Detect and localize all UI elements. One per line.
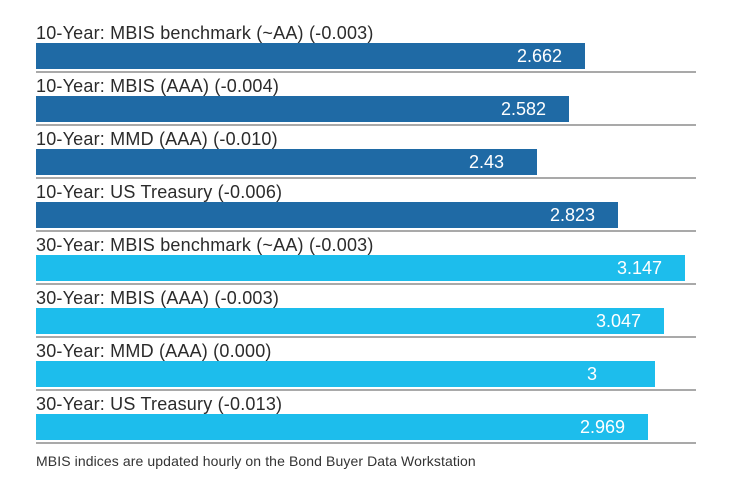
bar: 2.43	[36, 149, 537, 175]
bar-value-label: 3.147	[617, 258, 663, 278]
bar-label: 10-Year: US Treasury (-0.006)	[36, 182, 283, 202]
chart-area: 10-Year: MBIS benchmark (~AA) (-0.003) 2…	[36, 20, 696, 444]
bar: 3.147	[36, 255, 685, 281]
bar-row: 10-Year: MBIS benchmark (~AA) (-0.003) 2…	[36, 20, 696, 73]
bar-value-label: 2.662	[517, 46, 563, 66]
bar-value-label: 3.047	[596, 311, 642, 331]
separator-line	[36, 389, 696, 391]
bar-value-label: 2.969	[580, 417, 626, 437]
bar-label: 10-Year: MBIS benchmark (~AA) (-0.003)	[36, 23, 374, 43]
bar-label: 30-Year: MBIS (AAA) (-0.003)	[36, 288, 280, 308]
bar: 2.969	[36, 414, 648, 440]
bar-row: 30-Year: MMD (AAA) (0.000) 3	[36, 338, 696, 391]
separator-line	[36, 442, 696, 444]
bar-label: 10-Year: MBIS (AAA) (-0.004)	[36, 76, 280, 96]
bar-row: 10-Year: MMD (AAA) (-0.010) 2.43	[36, 126, 696, 179]
bar-row: 30-Year: US Treasury (-0.013) 2.969	[36, 391, 696, 444]
bar: 2.582	[36, 96, 569, 122]
separator-line	[36, 336, 696, 338]
bar-value-label: 2.823	[550, 205, 596, 225]
bar-row: 10-Year: US Treasury (-0.006) 2.823	[36, 179, 696, 232]
bar-label: 30-Year: MBIS benchmark (~AA) (-0.003)	[36, 235, 374, 255]
separator-line	[36, 283, 696, 285]
separator-line	[36, 230, 696, 232]
bar-label: 30-Year: MMD (AAA) (0.000)	[36, 341, 272, 361]
bar-value-label: 2.582	[501, 99, 547, 119]
chart-footnote: MBIS indices are updated hourly on the B…	[36, 453, 476, 469]
bar-value-label: 2.43	[469, 152, 505, 172]
bar: 3	[36, 361, 655, 387]
separator-line	[36, 71, 696, 73]
bar-label: 30-Year: US Treasury (-0.013)	[36, 394, 283, 414]
bar-row: 30-Year: MBIS benchmark (~AA) (-0.003) 3…	[36, 232, 696, 285]
bar-value-label: 3	[587, 364, 598, 384]
bar: 2.823	[36, 202, 618, 228]
separator-line	[36, 177, 696, 179]
bar-label: 10-Year: MMD (AAA) (-0.010)	[36, 129, 278, 149]
bar-row: 10-Year: MBIS (AAA) (-0.004) 2.582	[36, 73, 696, 126]
bar-row: 30-Year: MBIS (AAA) (-0.003) 3.047	[36, 285, 696, 338]
bar: 2.662	[36, 43, 585, 69]
bar: 3.047	[36, 308, 664, 334]
separator-line	[36, 124, 696, 126]
